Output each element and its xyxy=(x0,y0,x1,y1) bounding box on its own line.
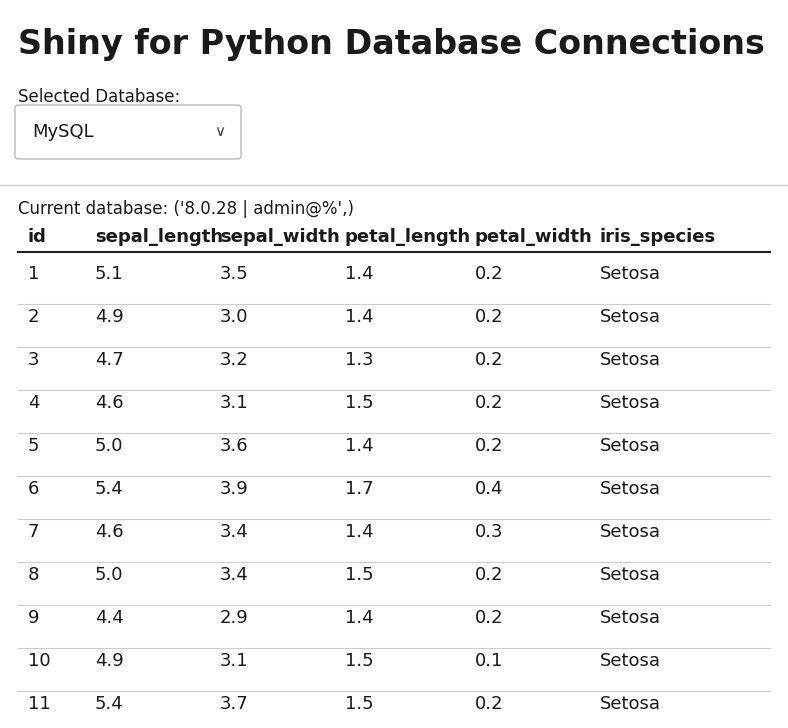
Text: 1.5: 1.5 xyxy=(345,394,374,412)
Text: 5: 5 xyxy=(28,437,39,455)
Text: 4.6: 4.6 xyxy=(95,523,124,541)
Text: Setosa: Setosa xyxy=(600,652,661,670)
Text: MySQL: MySQL xyxy=(32,123,94,141)
Text: 1: 1 xyxy=(28,265,39,283)
Text: 3.1: 3.1 xyxy=(220,652,249,670)
Text: 4.4: 4.4 xyxy=(95,609,124,627)
Text: 0.2: 0.2 xyxy=(475,437,504,455)
Text: 0.2: 0.2 xyxy=(475,394,504,412)
Text: 3.6: 3.6 xyxy=(220,437,249,455)
Text: 4: 4 xyxy=(28,394,39,412)
Text: 0.2: 0.2 xyxy=(475,609,504,627)
Text: 3.4: 3.4 xyxy=(220,566,249,584)
Text: 11: 11 xyxy=(28,695,50,713)
Text: 5.4: 5.4 xyxy=(95,695,124,713)
Text: 1.4: 1.4 xyxy=(345,523,374,541)
Text: 0.3: 0.3 xyxy=(475,523,504,541)
Text: 5.1: 5.1 xyxy=(95,265,124,283)
Text: 9: 9 xyxy=(28,609,39,627)
Text: 3.5: 3.5 xyxy=(220,265,249,283)
Text: 1.5: 1.5 xyxy=(345,695,374,713)
Text: Setosa: Setosa xyxy=(600,609,661,627)
Text: Setosa: Setosa xyxy=(600,480,661,498)
Text: 3: 3 xyxy=(28,351,39,369)
Text: 0.2: 0.2 xyxy=(475,566,504,584)
Text: 7: 7 xyxy=(28,523,39,541)
Text: 8: 8 xyxy=(28,566,39,584)
Text: 1.4: 1.4 xyxy=(345,265,374,283)
Text: petal_length: petal_length xyxy=(345,228,471,246)
Text: 1.3: 1.3 xyxy=(345,351,374,369)
Text: Current database: ('8.0.28 | admin@%',): Current database: ('8.0.28 | admin@%',) xyxy=(18,200,354,218)
Text: 4.9: 4.9 xyxy=(95,652,124,670)
Text: 1.4: 1.4 xyxy=(345,308,374,326)
Text: 6: 6 xyxy=(28,480,39,498)
Text: 2.9: 2.9 xyxy=(220,609,249,627)
Text: 1.7: 1.7 xyxy=(345,480,374,498)
Text: 10: 10 xyxy=(28,652,50,670)
Text: Shiny for Python Database Connections: Shiny for Python Database Connections xyxy=(18,28,765,61)
Text: 5.0: 5.0 xyxy=(95,566,124,584)
Text: 4.6: 4.6 xyxy=(95,394,124,412)
Text: ∨: ∨ xyxy=(214,124,225,140)
Text: 1.4: 1.4 xyxy=(345,437,374,455)
Text: sepal_length: sepal_length xyxy=(95,228,223,246)
Text: 0.2: 0.2 xyxy=(475,695,504,713)
Text: 0.2: 0.2 xyxy=(475,265,504,283)
Text: 0.2: 0.2 xyxy=(475,351,504,369)
Text: 4.7: 4.7 xyxy=(95,351,124,369)
Text: Setosa: Setosa xyxy=(600,308,661,326)
Text: 2: 2 xyxy=(28,308,39,326)
Text: 3.4: 3.4 xyxy=(220,523,249,541)
Text: sepal_width: sepal_width xyxy=(220,228,340,246)
Text: 0.4: 0.4 xyxy=(475,480,504,498)
Text: Setosa: Setosa xyxy=(600,566,661,584)
Text: 0.2: 0.2 xyxy=(475,308,504,326)
Text: 0.1: 0.1 xyxy=(475,652,504,670)
FancyBboxPatch shape xyxy=(15,105,241,159)
Text: iris_species: iris_species xyxy=(600,228,716,246)
Text: Setosa: Setosa xyxy=(600,695,661,713)
Text: 5.0: 5.0 xyxy=(95,437,124,455)
Text: 3.2: 3.2 xyxy=(220,351,249,369)
Text: 4.9: 4.9 xyxy=(95,308,124,326)
Text: Selected Database:: Selected Database: xyxy=(18,88,180,106)
Text: petal_width: petal_width xyxy=(475,228,593,246)
Text: 3.9: 3.9 xyxy=(220,480,249,498)
Text: 1.5: 1.5 xyxy=(345,566,374,584)
Text: 3.0: 3.0 xyxy=(220,308,248,326)
Text: 1.4: 1.4 xyxy=(345,609,374,627)
Text: Setosa: Setosa xyxy=(600,265,661,283)
Text: 3.1: 3.1 xyxy=(220,394,249,412)
Text: 1.5: 1.5 xyxy=(345,652,374,670)
Text: 5.4: 5.4 xyxy=(95,480,124,498)
Text: Setosa: Setosa xyxy=(600,351,661,369)
Text: 3.7: 3.7 xyxy=(220,695,249,713)
Text: Setosa: Setosa xyxy=(600,523,661,541)
Text: Setosa: Setosa xyxy=(600,394,661,412)
Text: Setosa: Setosa xyxy=(600,437,661,455)
Text: id: id xyxy=(28,228,46,246)
